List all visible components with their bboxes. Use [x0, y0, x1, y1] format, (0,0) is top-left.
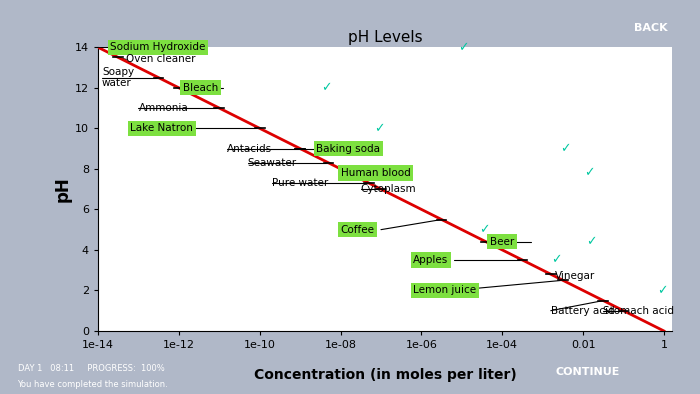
Text: Stomach acid: Stomach acid: [603, 306, 674, 316]
Text: Baking soda: Baking soda: [316, 143, 380, 154]
Text: ✓: ✓: [321, 81, 332, 94]
Text: ✓: ✓: [587, 235, 597, 248]
Text: Ammonia: Ammonia: [139, 103, 188, 113]
Y-axis label: pH: pH: [54, 176, 72, 202]
Text: Apples: Apples: [413, 255, 449, 265]
Text: Lake Natron: Lake Natron: [130, 123, 193, 133]
Text: ✓: ✓: [458, 41, 469, 54]
Text: Coffee: Coffee: [340, 225, 374, 235]
Text: Cytoplasm: Cytoplasm: [360, 184, 416, 194]
Text: Soapy
water: Soapy water: [102, 67, 134, 89]
Text: Sodium Hydroxide: Sodium Hydroxide: [110, 42, 206, 52]
Text: Seawater: Seawater: [248, 158, 297, 168]
Text: CONTINUE: CONTINUE: [556, 367, 620, 377]
Text: ✓: ✓: [479, 223, 489, 236]
Text: Pure water: Pure water: [272, 178, 328, 188]
Text: You have completed the simulation.: You have completed the simulation.: [18, 380, 168, 388]
Text: Battery acid: Battery acid: [551, 306, 615, 316]
Title: pH Levels: pH Levels: [348, 30, 422, 45]
Text: Vinegar: Vinegar: [555, 271, 595, 281]
Text: Oven cleaner: Oven cleaner: [126, 54, 196, 65]
Text: Concentration (in moles per liter): Concentration (in moles per liter): [253, 368, 517, 382]
Text: Lemon juice: Lemon juice: [413, 285, 477, 296]
Text: Human blood: Human blood: [340, 168, 410, 178]
Text: ✓: ✓: [374, 122, 384, 135]
Text: ✓: ✓: [657, 284, 667, 297]
Text: ✓: ✓: [559, 142, 570, 155]
Text: Antacids: Antacids: [228, 143, 272, 154]
Text: Beer: Beer: [490, 237, 514, 247]
Text: BACK: BACK: [634, 22, 668, 33]
Text: DAY 1   08:11     PROGRESS:  100%: DAY 1 08:11 PROGRESS: 100%: [18, 364, 164, 373]
Text: ✓: ✓: [584, 166, 594, 179]
Text: Bleach: Bleach: [183, 83, 218, 93]
Text: ✓: ✓: [552, 254, 562, 266]
